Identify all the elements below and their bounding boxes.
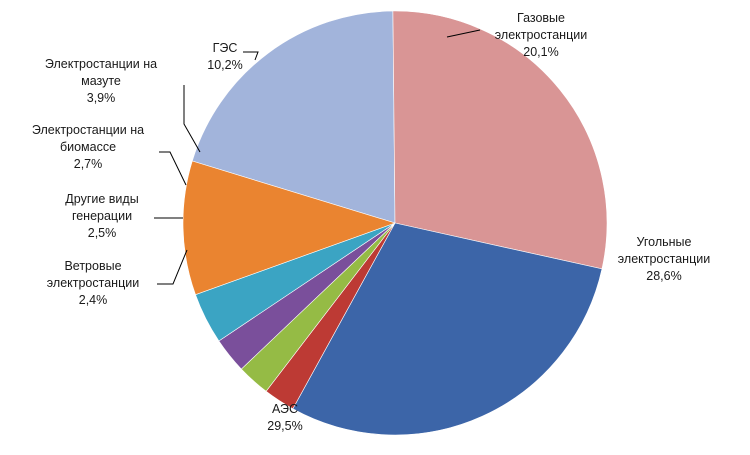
slice-value-label: 28,6% xyxy=(646,269,681,283)
slice-name-label: Другие виды xyxy=(65,192,138,206)
slice-label-5: Электростанции на биомассе 2,7% xyxy=(32,123,144,171)
pie-slices xyxy=(182,10,608,436)
pie-slice-1 xyxy=(392,10,608,270)
slice-name-label: биомассе xyxy=(60,140,116,154)
slice-value-label: 3,9% xyxy=(87,91,116,105)
leader-lines xyxy=(154,29,481,285)
slice-label-4: Другие виды генерации 2,5% xyxy=(65,192,138,240)
leader-line-3 xyxy=(157,249,188,285)
slice-name-label: ГЭС xyxy=(213,41,238,55)
slice-name-label: мазуте xyxy=(81,74,121,88)
slice-label-3: Ветровые электростанции 2,4% xyxy=(47,259,139,307)
slice-name-label: Ветровые xyxy=(64,259,121,273)
slice-name-label: электростанции xyxy=(618,252,710,266)
slice-value-label: 10,2% xyxy=(207,58,242,72)
slice-label-7: ГЭС 10,2% xyxy=(207,41,242,72)
leader-line-6 xyxy=(183,85,201,153)
leader-line-7 xyxy=(243,51,259,61)
pie-slice-7 xyxy=(182,160,396,296)
slice-value-label: 29,5% xyxy=(267,419,302,433)
leader-line-0 xyxy=(446,29,481,38)
leader-line-5 xyxy=(159,151,187,186)
slice-value-label: 20,1% xyxy=(523,45,558,59)
slice-name-label: Газовые xyxy=(517,11,565,25)
slice-label-6: Электростанции на мазуте 3,9% xyxy=(45,57,157,105)
slice-name-label: генерации xyxy=(72,209,132,223)
slice-label-1: Угольные электростанции 28,6% xyxy=(618,235,710,283)
slice-name-label: Электростанции на xyxy=(45,57,157,71)
slice-name-label: Угольные xyxy=(637,235,692,249)
slice-labels: Газовые электростанции 20,1% Угольные электр… xyxy=(32,11,710,433)
pie-slice-0 xyxy=(191,10,396,224)
slice-label-0: Газовые электростанции 20,1% xyxy=(495,11,587,59)
pie-slice-2 xyxy=(292,222,603,436)
slice-name-label: электростанции xyxy=(495,28,587,42)
slice-label-2: АЭС 29,5% xyxy=(267,402,302,433)
slice-name-label: Электростанции на xyxy=(32,123,144,137)
slice-value-label: 2,4% xyxy=(79,293,108,307)
slice-name-label: электростанции xyxy=(47,276,139,290)
slice-value-label: 2,7% xyxy=(74,157,103,171)
slice-name-label: АЭС xyxy=(272,402,298,416)
slice-value-label: 2,5% xyxy=(88,226,117,240)
